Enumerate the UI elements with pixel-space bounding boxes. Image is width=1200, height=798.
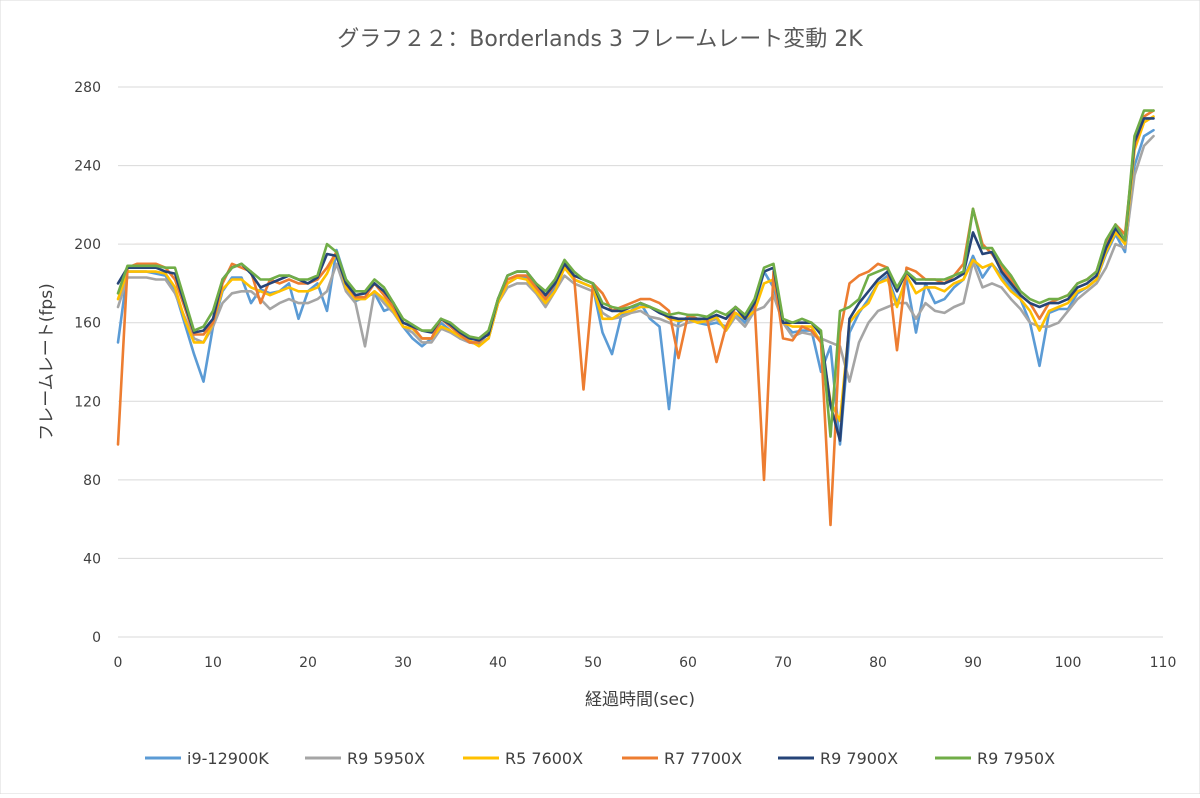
legend-label: R9 7950X [977, 749, 1055, 768]
x-tick-label: 60 [679, 655, 697, 671]
x-tick-label: 10 [204, 655, 222, 671]
x-tick-label: 30 [394, 655, 412, 671]
chart-title: グラフ２２：Borderlands 3 フレームレート変動 2K [337, 27, 863, 52]
x-tick-label: 50 [584, 655, 602, 671]
y-tick-label: 240 [74, 159, 101, 175]
series-line-r9-5950x [116, 134, 1155, 383]
y-tick-label: 120 [74, 394, 101, 410]
series-line-r5-7600x [116, 115, 1155, 423]
x-tick-label: 80 [869, 655, 887, 671]
x-tick-label: 100 [1055, 655, 1082, 671]
y-tick-label: 200 [74, 237, 101, 253]
gridlines [118, 86, 1163, 638]
legend-label: R7 7700X [664, 749, 742, 768]
legend-label: R9 7900X [820, 749, 898, 768]
x-tick-label: 90 [964, 655, 982, 671]
x-axis-title: 経過時間(sec) [585, 690, 695, 710]
y-axis-title: フレームレート(fps) [37, 283, 57, 440]
x-tick-label: 20 [299, 655, 317, 671]
y-tick-label: 280 [74, 80, 101, 96]
legend-label: R9 5950X [347, 749, 425, 768]
legend: i9-12900K R9 5950X R5 7600X R7 7700X R9 7900… [145, 749, 1055, 768]
series-line-r9-7950x [116, 109, 1155, 438]
x-tick-label: 40 [489, 655, 507, 671]
y-axis-ticks: 0 40 80 120 160 200 240 280 [74, 80, 101, 646]
y-tick-label: 80 [83, 473, 101, 489]
y-tick-label: 40 [83, 551, 101, 567]
series-lines [116, 109, 1155, 527]
x-axis-ticks: 0 10 20 30 40 50 60 70 80 90 100 110 [114, 655, 1177, 671]
x-tick-label: 110 [1150, 655, 1177, 671]
x-tick-label: 0 [114, 655, 123, 671]
legend-label: i9-12900K [187, 749, 269, 768]
x-tick-label: 70 [774, 655, 792, 671]
legend-label: R5 7600X [505, 749, 583, 768]
y-tick-label: 160 [74, 316, 101, 332]
y-tick-label: 0 [92, 630, 101, 646]
